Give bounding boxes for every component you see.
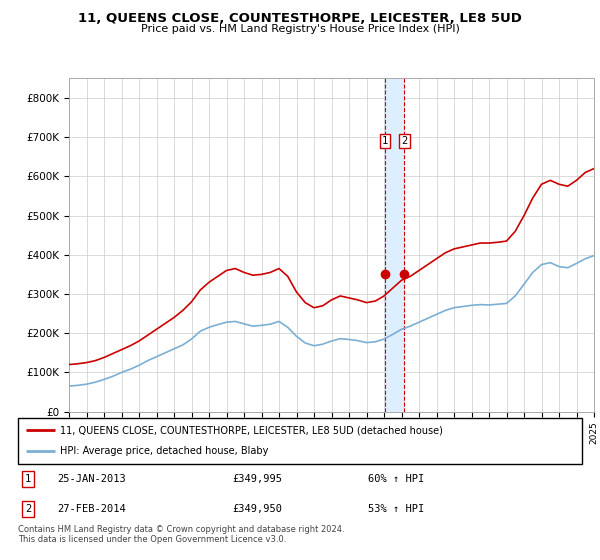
Text: 11, QUEENS CLOSE, COUNTESTHORPE, LEICESTER, LE8 5UD (detached house): 11, QUEENS CLOSE, COUNTESTHORPE, LEICEST… <box>60 425 443 435</box>
Text: Contains HM Land Registry data © Crown copyright and database right 2024.
This d: Contains HM Land Registry data © Crown c… <box>18 525 344 544</box>
Text: HPI: Average price, detached house, Blaby: HPI: Average price, detached house, Blab… <box>60 446 269 456</box>
Text: 60% ↑ HPI: 60% ↑ HPI <box>368 474 424 484</box>
Text: 1: 1 <box>25 474 31 484</box>
Text: £349,950: £349,950 <box>232 504 283 514</box>
FancyBboxPatch shape <box>18 418 582 464</box>
Text: 1: 1 <box>382 136 388 146</box>
Text: 25-JAN-2013: 25-JAN-2013 <box>58 474 126 484</box>
Text: 2: 2 <box>25 504 31 514</box>
Text: 27-FEB-2014: 27-FEB-2014 <box>58 504 126 514</box>
Bar <box>385 78 404 412</box>
Text: Price paid vs. HM Land Registry's House Price Index (HPI): Price paid vs. HM Land Registry's House … <box>140 24 460 34</box>
Text: 2: 2 <box>401 136 407 146</box>
Text: 53% ↑ HPI: 53% ↑ HPI <box>368 504 424 514</box>
Text: 11, QUEENS CLOSE, COUNTESTHORPE, LEICESTER, LE8 5UD: 11, QUEENS CLOSE, COUNTESTHORPE, LEICEST… <box>78 12 522 25</box>
Text: £349,995: £349,995 <box>232 474 283 484</box>
